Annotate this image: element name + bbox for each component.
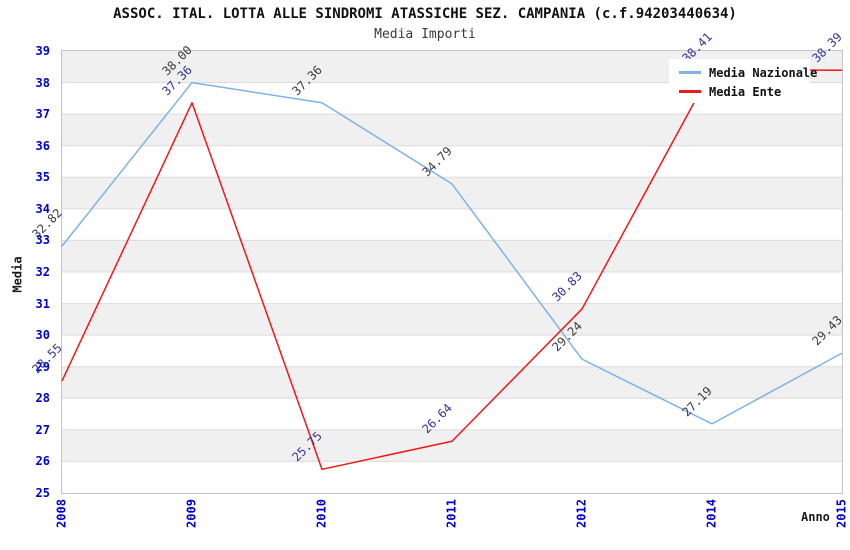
x-tick-label: 2012	[574, 499, 589, 528]
y-tick-label: 25	[35, 486, 50, 500]
media-ente-line-swatch-icon	[679, 90, 701, 93]
x-tick-label: 2011	[444, 499, 459, 528]
x-axis-title: Anno	[801, 510, 830, 524]
background-band	[62, 303, 842, 336]
background-band	[62, 177, 842, 209]
legend-item-media-nazionale: Media Nazionale	[679, 63, 817, 82]
y-tick-label: 36	[35, 138, 50, 153]
legend: Media Nazionale Media Ente	[669, 59, 817, 103]
background-band	[62, 145, 842, 178]
y-tick-label: 26	[35, 454, 50, 469]
chart-title: ASSOC. ITAL. LOTTA ALLE SINDROMI ATASSIC…	[113, 6, 737, 22]
x-tick-label: 2009	[184, 499, 199, 528]
chart-subtitle: Media Importi	[374, 27, 476, 42]
background-band	[62, 366, 842, 399]
x-tick-label: 2010	[314, 499, 329, 528]
background-band	[62, 240, 842, 272]
y-tick-label: 31	[35, 296, 50, 311]
x-tick-label: 2015	[834, 499, 849, 528]
background-band	[62, 114, 842, 146]
y-axis-title: Media	[10, 256, 25, 293]
media-nazionale-line	[61, 81, 843, 425]
y-tick-label: 38	[35, 75, 50, 90]
y-tick-label: 33	[35, 233, 50, 248]
background-band	[62, 429, 842, 462]
y-tick-label: 32	[35, 265, 50, 279]
background-band	[62, 335, 842, 367]
y-tick-label: 39	[35, 44, 50, 58]
legend-label: Media Ente	[709, 84, 782, 99]
media-nazionale-line-swatch-icon	[679, 71, 701, 74]
x-tick-label: 2014	[704, 499, 719, 528]
plot-frame	[61, 50, 843, 494]
x-tick-label: 2008	[54, 499, 69, 528]
y-tick-label: 30	[35, 328, 50, 343]
background-band	[62, 208, 842, 241]
y-tick-label: 28	[35, 391, 50, 406]
y-tick-label: 29	[35, 359, 50, 374]
background-band	[62, 272, 842, 304]
y-tick-label: 34	[35, 201, 50, 216]
y-tick-label: 27	[35, 422, 50, 437]
background-band	[62, 461, 842, 493]
legend-label: Media Nazionale	[709, 65, 818, 80]
y-tick-label: 37	[35, 107, 50, 122]
legend-item-media-ente: Media Ente	[679, 82, 810, 101]
y-tick-label: 35	[35, 170, 50, 185]
